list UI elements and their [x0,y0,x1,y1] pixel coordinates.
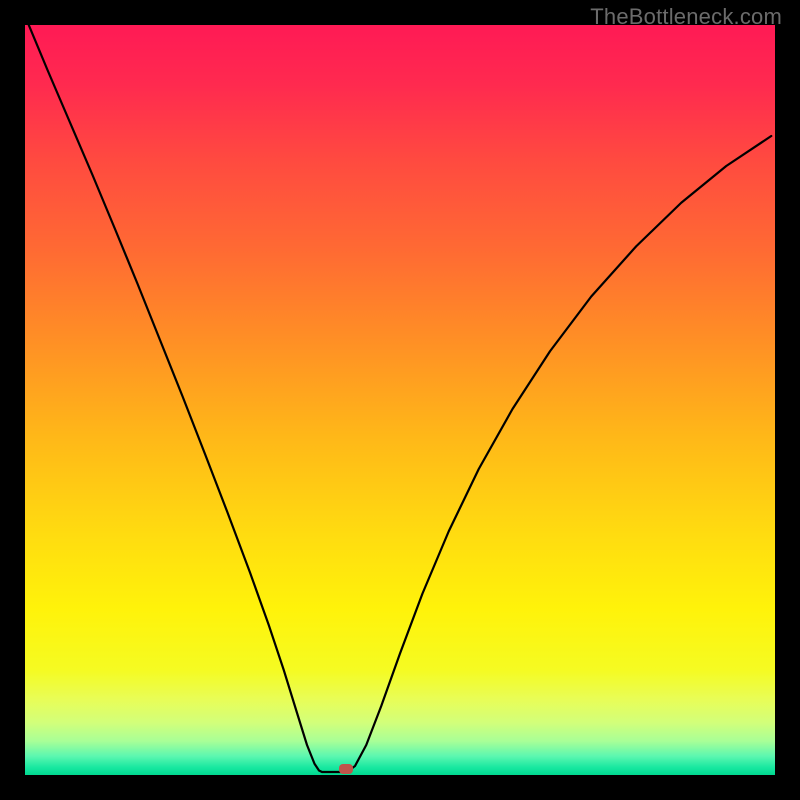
chart-background [25,25,775,775]
minimum-marker [339,764,353,774]
chart-svg [25,25,775,775]
bottleneck-chart [25,25,775,775]
watermark-text: TheBottleneck.com [590,4,782,30]
